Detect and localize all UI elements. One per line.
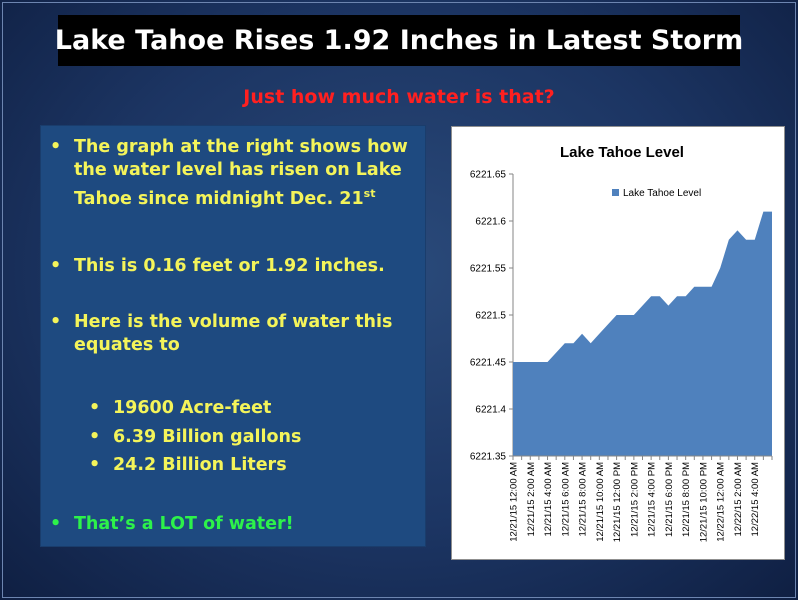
bullet-line: Tahoe since midnight Dec. 21 [74,188,364,209]
x-tick-label: 12/21/15 8:00 PM [681,462,692,537]
x-tick-label: 12/22/15 4:00 AM [750,462,761,537]
bullet-text: That’s a LOT of water! [74,514,294,534]
bullet-dot: • [50,137,62,157]
bullet-dot: • [50,514,62,534]
bullet-superscript: st [363,187,376,200]
y-tick-label: 6221.4 [475,405,506,416]
bullet-dot: • [50,256,62,276]
x-tick-label: 12/21/15 12:00 PM [612,462,623,542]
x-tick-label: 12/21/15 10:00 PM [698,462,709,542]
x-tick-label: 12/21/15 2:00 AM [526,462,537,537]
y-tick-label: 6221.65 [470,170,507,181]
x-tick-label: 12/22/15 2:00 AM [733,462,744,537]
x-tick-label: 12/22/15 12:00 AM [716,462,727,542]
sub-bullet-text: 6.39 Billion gallons [113,427,302,447]
legend-label: Lake Tahoe Level [623,188,701,199]
bullet-text: The graph at the right shows how the wat… [74,136,419,211]
series-area-lake-tahoe-level [513,211,772,456]
bullet-line: The graph at the right shows how [74,137,408,157]
bullet-line: equates to [74,335,180,355]
x-tick-label: 12/21/15 6:00 PM [664,462,675,537]
sub-bullet-dot: • [89,427,101,447]
x-tick-label: 12/21/15 12:00 AM [509,462,520,542]
legend-swatch [612,189,619,196]
x-tick-label: 12/21/15 6:00 AM [560,462,571,537]
y-tick-label: 6221.55 [470,264,507,275]
bullet-line: Here is the volume of water this [74,312,393,332]
y-tick-label: 6221.6 [475,217,506,228]
x-tick-label: 12/21/15 4:00 PM [647,462,658,537]
x-tick-label: 12/21/15 10:00 AM [595,462,606,542]
y-tick-label: 6221.45 [470,358,507,369]
x-tick-label: 12/21/15 2:00 PM [629,462,640,537]
y-tick-label: 6221.5 [475,311,506,322]
bullet-text: This is 0.16 feet or 1.92 inches. [74,256,385,276]
sub-bullet-dot: • [89,398,101,418]
sub-bullet-dot: • [89,455,101,475]
bullet-line: the water level has risen on Lake [74,160,402,180]
slide-title: Lake Tahoe Rises 1.92 Inches in Latest S… [54,15,744,66]
chart-panel: Lake Tahoe Level 6221.65 6221.6 6221.55 622… [451,126,785,560]
sub-bullet-text: 24.2 Billion Liters [113,455,287,475]
sub-bullet-text: 19600 Acre-feet [113,398,272,418]
x-tick-label: 12/21/15 8:00 AM [578,462,589,537]
bullet-text: Here is the volume of water this equates… [74,311,419,357]
bullet-dot: • [50,312,62,332]
x-tick-label: 12/21/15 4:00 AM [543,462,554,537]
y-tick-label: 6221.35 [470,452,507,463]
lake-level-chart: Lake Tahoe Level 6221.65 6221.6 6221.55 622… [470,144,773,542]
slide-subtitle: Just how much water is that? [243,86,555,108]
chart-title: Lake Tahoe Level [560,144,684,161]
slide-title-text: Lake Tahoe Rises 1.92 Inches in Latest S… [54,25,744,56]
bullet-panel: • The graph at the right shows how the w… [41,126,425,546]
